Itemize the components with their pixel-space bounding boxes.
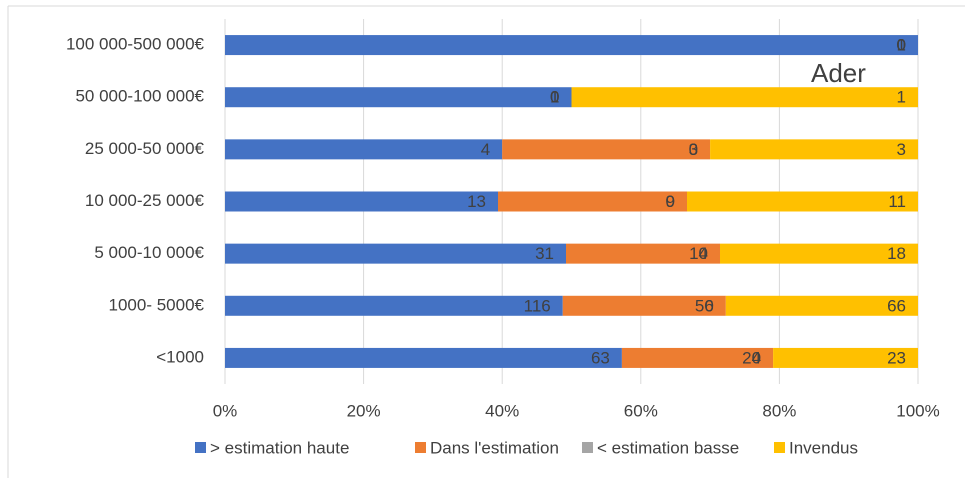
y-tick-label: <1000	[156, 347, 204, 366]
bar-segment	[773, 347, 918, 368]
data-label: 11	[888, 192, 906, 211]
data-label: 1	[897, 88, 906, 107]
data-label: 0	[897, 36, 906, 55]
legend-label: Invendus	[789, 438, 858, 457]
x-tick-label: 100%	[896, 401, 939, 420]
data-label: 0	[752, 348, 761, 367]
bar-segment	[225, 191, 498, 212]
bar-segment	[225, 87, 572, 108]
legend-swatch	[582, 442, 593, 453]
x-tick-label: 0%	[213, 401, 238, 420]
data-label: 24	[742, 348, 761, 367]
bar-segment	[225, 295, 563, 316]
data-label: 0	[897, 36, 906, 55]
legend-label: > estimation haute	[210, 438, 349, 457]
data-label: 0	[550, 88, 559, 107]
y-tick-label: 5 000-10 000€	[94, 243, 204, 262]
legend-swatch	[415, 442, 426, 453]
legend-swatch	[774, 442, 785, 453]
data-label: 0	[704, 296, 713, 315]
bar-segment	[502, 139, 711, 160]
bar-segment	[225, 243, 566, 264]
x-tick-label: 80%	[762, 401, 796, 420]
legend-swatch	[195, 442, 206, 453]
bar-segment	[687, 191, 918, 212]
bar-segment	[720, 243, 918, 264]
annotation: Ader	[811, 58, 866, 88]
data-label: 23	[887, 348, 906, 367]
bar-segment	[562, 295, 726, 316]
data-label: 1	[550, 88, 559, 107]
data-label: 0	[666, 192, 675, 211]
data-label: 56	[695, 296, 714, 315]
bar-segment	[621, 347, 774, 368]
data-label: 31	[535, 244, 554, 263]
bar-segment	[571, 87, 918, 108]
x-tick-label: 20%	[347, 401, 381, 420]
data-label: 3	[897, 140, 906, 159]
bar-segment	[225, 35, 918, 56]
data-label: 9	[666, 192, 675, 211]
bar-segment	[566, 243, 720, 264]
y-tick-label: 25 000-50 000€	[85, 139, 205, 158]
bar-segment	[710, 139, 918, 160]
bar-segment	[498, 191, 687, 212]
data-label: 4	[481, 140, 490, 159]
data-label: 63	[591, 348, 610, 367]
data-label: 66	[887, 296, 906, 315]
legend-label: Dans l'estimation	[430, 438, 559, 457]
bar-segment	[225, 347, 622, 368]
data-label: 0	[689, 140, 698, 159]
y-tick-label: 1000- 5000€	[109, 295, 205, 314]
y-tick-label: 100 000-500 000€	[66, 35, 205, 54]
data-label: 14	[689, 244, 708, 263]
data-label: 3	[689, 140, 698, 159]
data-label: 0	[550, 88, 559, 107]
data-label: 18	[887, 244, 906, 263]
x-tick-label: 40%	[485, 401, 519, 420]
data-label: 116	[524, 296, 551, 315]
x-tick-label: 60%	[624, 401, 658, 420]
data-label: 0	[897, 36, 906, 55]
data-label: 13	[467, 192, 486, 211]
bar-segment	[725, 295, 918, 316]
data-label: 0	[699, 244, 708, 263]
legend-label: < estimation basse	[597, 438, 739, 457]
data-label: 1	[897, 36, 906, 55]
y-tick-label: 10 000-25 000€	[85, 191, 205, 210]
bar-segment	[225, 139, 503, 160]
y-tick-label: 50 000-100 000€	[75, 87, 204, 106]
